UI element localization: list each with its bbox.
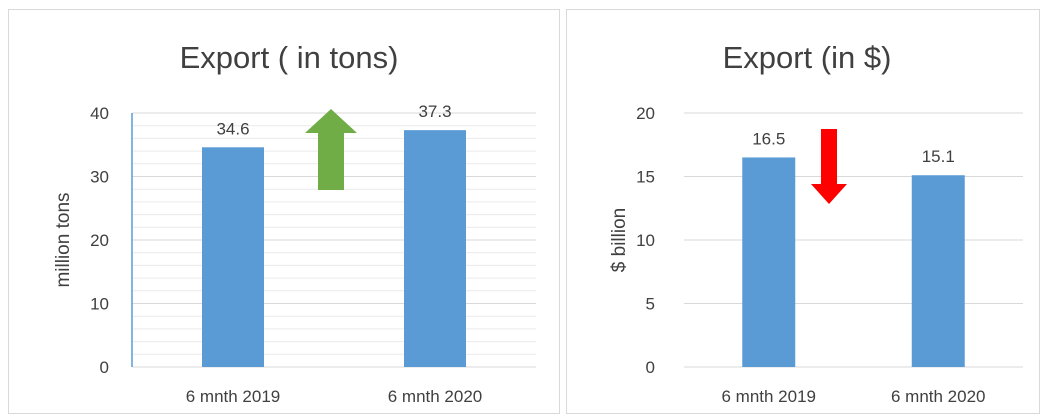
y-tick-label: 5 bbox=[646, 295, 655, 314]
chart-title: Export (in $) bbox=[723, 40, 892, 75]
y-tick-label: 10 bbox=[90, 295, 109, 314]
y-tick-label: 0 bbox=[100, 358, 109, 377]
up-arrow-icon bbox=[305, 109, 357, 190]
bar bbox=[911, 175, 965, 367]
y-tick-label: 20 bbox=[636, 104, 655, 123]
x-tick-label: 6 mnth 2020 bbox=[388, 387, 483, 406]
down-arrow-icon bbox=[811, 129, 847, 204]
bar bbox=[202, 147, 264, 367]
x-tick-label: 6 mnth 2020 bbox=[891, 387, 986, 406]
chart-dollars: Export (in $) 0 5 10 15 20 $ billion 16.5 6 mnth… bbox=[609, 40, 1023, 406]
y-tick-label: 40 bbox=[90, 104, 109, 123]
y-tick-label: 0 bbox=[646, 358, 655, 377]
y-axis-label: million tons bbox=[53, 192, 74, 287]
chart-title: Export ( in tons) bbox=[180, 40, 399, 75]
x-tick-label: 6 mnth 2019 bbox=[186, 387, 281, 406]
data-label: 15.1 bbox=[922, 147, 955, 166]
bar bbox=[742, 157, 796, 367]
y-tick-label: 20 bbox=[90, 231, 109, 250]
chart-panel-dollars: Export (in $) 0 5 10 15 20 $ billion 16.5 6 mnth… bbox=[566, 9, 1040, 414]
data-label: 34.6 bbox=[216, 119, 249, 138]
y-tick-label: 15 bbox=[636, 168, 655, 187]
y-tick-label: 30 bbox=[90, 168, 109, 187]
x-tick-label: 6 mnth 2019 bbox=[721, 387, 816, 406]
bar bbox=[404, 130, 466, 367]
chart-panel-tons: Export ( in tons) 0 10 20 30 40 million tons 34… bbox=[8, 9, 560, 414]
y-axis-label: $ billion bbox=[609, 208, 630, 272]
data-label: 37.3 bbox=[418, 102, 451, 121]
y-tick-label: 10 bbox=[636, 231, 655, 250]
chart-tons: Export ( in tons) 0 10 20 30 40 million tons 34… bbox=[53, 40, 536, 406]
data-label: 16.5 bbox=[752, 129, 785, 148]
